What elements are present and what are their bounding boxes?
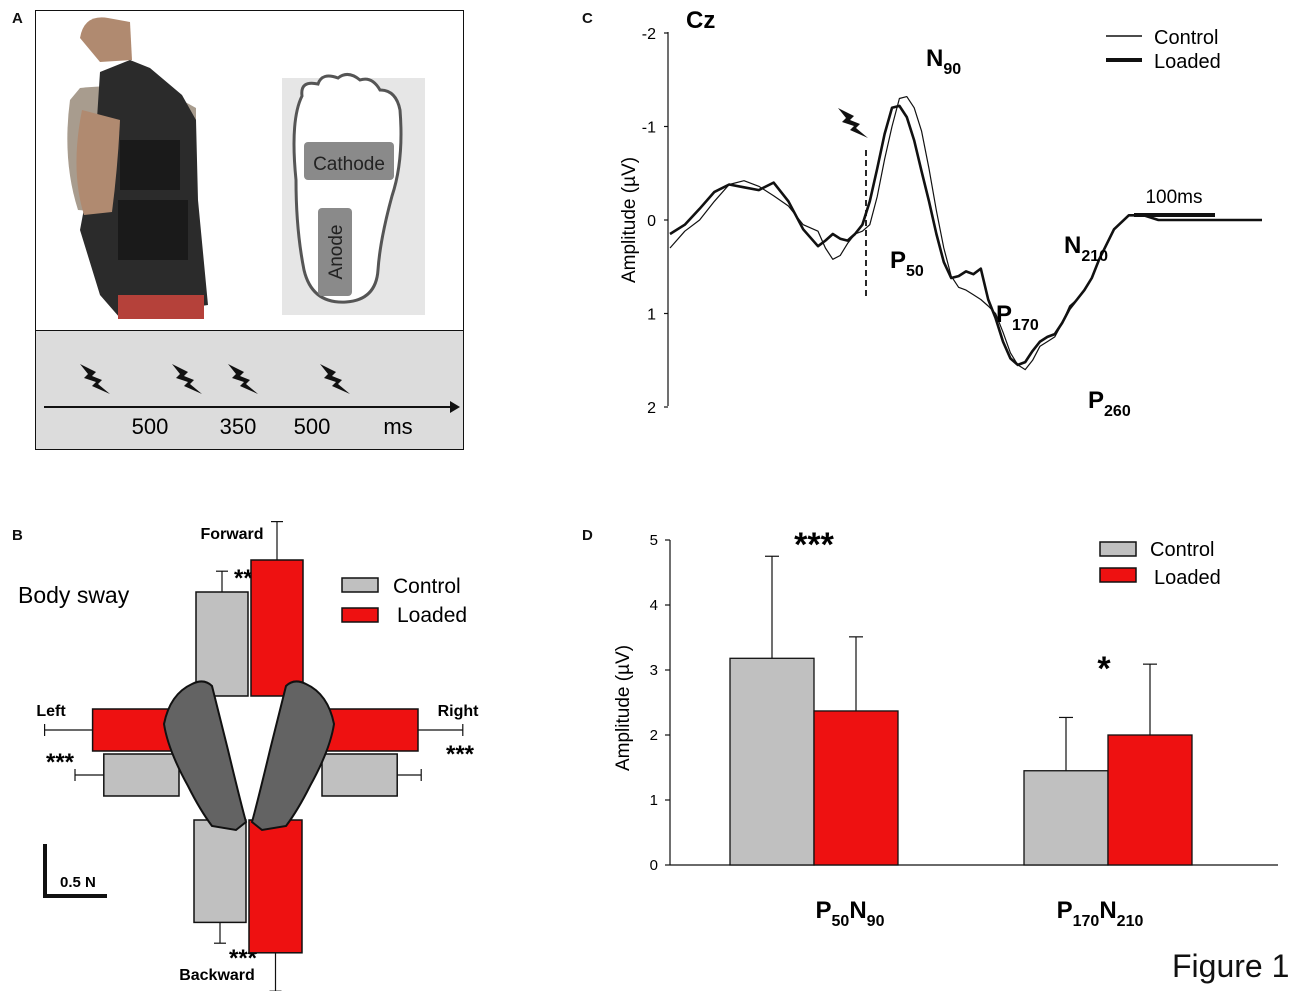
bar-p50n90-loaded <box>813 710 899 866</box>
legend-control-label: Control <box>1154 27 1218 49</box>
person-arm <box>76 110 120 215</box>
panel-a-graphics: Cathode Anode 500 350 500 ms <box>44 17 460 439</box>
category-label-p50n90: P50N90 <box>816 897 885 930</box>
y-tick-label: 1 <box>647 307 656 324</box>
amplitude-bar-chart: Amplitude (µV) 0 1 2 3 4 5 *** * Control Load… <box>613 526 1278 930</box>
bar-p170n210-loaded <box>1107 734 1193 866</box>
peak-label-p260: P260 <box>1088 387 1131 420</box>
legend-loaded-label: Loaded <box>1154 51 1221 73</box>
timeline-interval: 500 <box>132 414 169 439</box>
lightning-bolt-icon <box>80 364 110 394</box>
person-trousers <box>118 295 204 319</box>
scale-bar <box>43 844 107 898</box>
left-foot-shape <box>162 680 248 832</box>
right-foot-shape <box>250 680 336 832</box>
y-axis-title: Amplitude (µV) <box>619 157 640 283</box>
direction-left-label: Left <box>36 703 66 720</box>
figure-label: Figure 1 <box>1172 948 1290 984</box>
bar-p170n210-control <box>1023 770 1109 866</box>
person-with-weighted-vest <box>67 17 208 319</box>
bar-right-loaded <box>321 708 419 752</box>
direction-forward-label: Forward <box>200 526 263 543</box>
y-tick-label: 2 <box>650 727 658 744</box>
legend-loaded-swatch <box>341 607 379 623</box>
legend-control-label: Control <box>393 575 461 598</box>
panel-b-letter: B <box>12 527 23 544</box>
waveform-loaded <box>669 104 1262 367</box>
category-label-p170n210: P170N210 <box>1057 897 1144 930</box>
person-head <box>80 17 132 62</box>
y-axis-title: Amplitude (µV) <box>613 645 634 771</box>
legend-loaded-swatch <box>1099 567 1137 583</box>
y-tick-label: 0 <box>647 213 656 230</box>
waveform-control <box>669 95 1262 371</box>
timeline-interval: 500 <box>294 414 331 439</box>
y-tick-label: 5 <box>650 532 658 549</box>
timeline-unit: ms <box>383 414 412 439</box>
y-tick-label: 3 <box>650 662 658 679</box>
vest-pocket <box>120 140 180 190</box>
y-tick-label: 4 <box>650 597 658 614</box>
panel-a-letter: A <box>12 10 23 27</box>
body-sway-title: Body sway <box>18 582 130 608</box>
direction-backward-label: Backward <box>179 967 255 984</box>
time-scale-label: 100ms <box>1145 187 1202 208</box>
lightning-bolt-icon <box>172 364 202 394</box>
y-tick-label: -2 <box>642 26 656 43</box>
cathode-electrode <box>304 142 394 180</box>
y-tick-label: 2 <box>647 400 656 417</box>
y-tick-label: 0 <box>650 857 658 874</box>
sig-right: *** <box>446 741 475 768</box>
y-tick-label: -1 <box>642 120 656 137</box>
vest-pocket <box>118 200 188 260</box>
body-sway-chart: Body sway Forward Backward Left Right **… <box>18 521 480 991</box>
bar-backward-control <box>193 819 247 924</box>
panel-c-letter: C <box>582 10 593 27</box>
peak-label-n210: N210 <box>1064 232 1108 265</box>
lightning-bolt-icon <box>320 364 350 394</box>
legend-loaded-label: Loaded <box>397 604 467 627</box>
sig-p170n210: * <box>1097 650 1111 688</box>
timeline-arrowhead <box>450 401 460 413</box>
anode-label: Anode <box>326 225 347 280</box>
y-tick-label: 1 <box>650 792 658 809</box>
sig-left: *** <box>46 749 75 776</box>
bar-backward-loaded <box>248 819 303 954</box>
channel-label: Cz <box>686 7 715 34</box>
peak-label-n90: N90 <box>926 45 961 78</box>
cathode-label: Cathode <box>313 154 385 175</box>
direction-right-label: Right <box>438 703 480 720</box>
lightning-bolt-icon <box>228 364 258 394</box>
peak-label-p170: P170 <box>996 301 1039 334</box>
legend-control-label: Control <box>1150 539 1214 561</box>
panel-d-letter: D <box>582 527 593 544</box>
bar-left-control <box>103 753 180 797</box>
peak-label-p50: P50 <box>890 247 924 280</box>
legend-control-swatch <box>341 577 379 593</box>
timeline-interval: 350 <box>220 414 257 439</box>
bar-right-control <box>321 753 398 797</box>
legend-control-swatch <box>1099 541 1137 557</box>
anode-electrode <box>318 208 352 296</box>
bar-forward-loaded <box>250 559 304 697</box>
legend-loaded-label: Loaded <box>1154 567 1221 589</box>
lightning-bolt-icon <box>838 108 868 138</box>
scale-bar-label: 0.5 N <box>60 874 96 891</box>
bar-p50n90-control <box>729 657 815 866</box>
sig-p50n90: *** <box>794 526 834 564</box>
bar-forward-control <box>195 591 249 697</box>
